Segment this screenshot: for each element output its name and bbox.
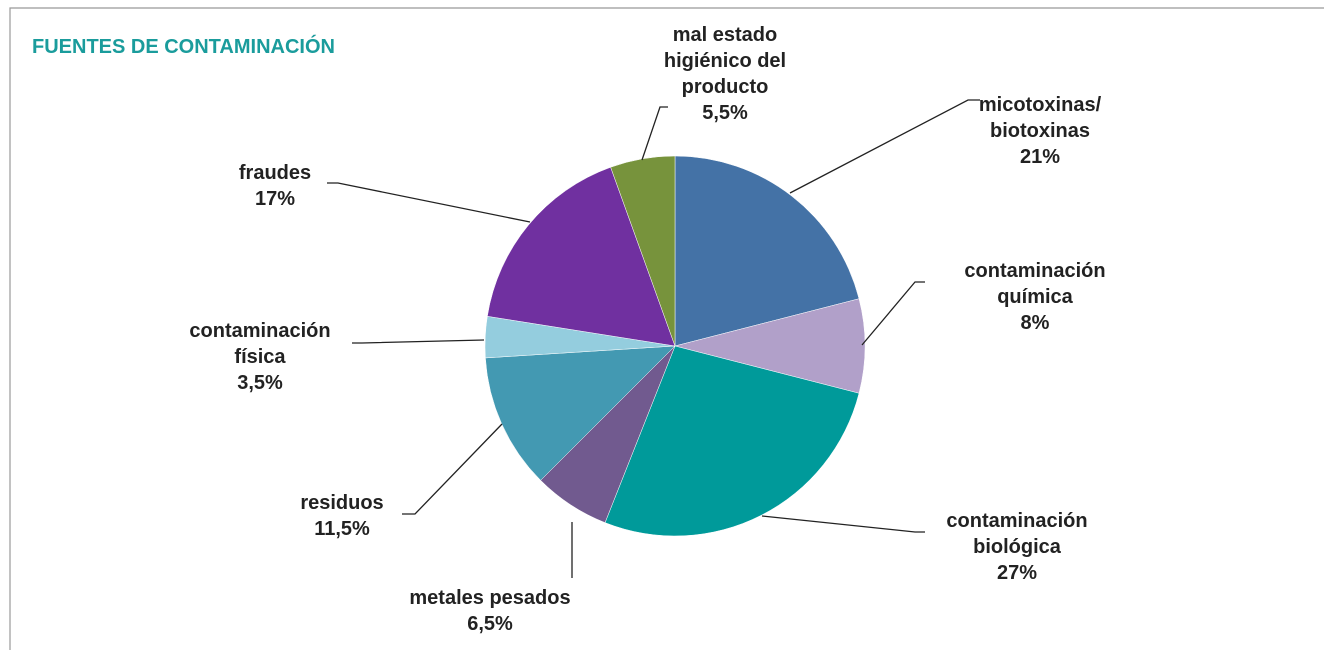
pie-slice [674,155,860,347]
leader-line [352,339,485,344]
leader-line [641,106,668,161]
slice-name: micotoxinas/ biotoxinas [978,94,1102,142]
chart-title: FUENTES DE CONTAMINACIÓN [32,36,335,58]
slice-name: contaminación química [964,260,1106,308]
pie-slice [674,298,866,394]
slice-value: 27% [996,562,1038,584]
data-label: contaminación biológica 27% [946,508,1087,586]
leader-line [327,182,531,223]
slice-name: contaminación biológica [946,510,1088,558]
pie-slice [487,166,676,347]
slice-name: metales pesados [409,587,571,609]
data-label: contaminación química 8% [964,258,1105,336]
leader-line [761,515,925,533]
slice-value: 11,5% [314,518,370,540]
slice-name: fraudes [238,162,312,184]
slice-name: mal estado higiénico del producto [663,24,787,98]
slice-value: 8% [1020,312,1050,334]
slice-value: 21% [1019,146,1061,168]
data-label: micotoxinas/ biotoxinas 21% [979,92,1101,170]
data-label: fraudes 17% [239,160,311,212]
data-label: metales pesados 6,5% [409,585,570,637]
slice-value: 6,5% [467,613,513,635]
data-label: contaminación física 3,5% [189,318,330,396]
data-label: mal estado higiénico del producto 5,5% [664,22,786,126]
leader-line [861,281,925,346]
frame [9,7,1324,650]
leader-line [402,423,503,515]
slice-value: 3,5% [237,372,283,394]
slice-value: 17% [254,188,296,210]
slice-name: contaminación física [189,320,331,368]
slice-value: 5,5% [702,102,748,124]
data-label: residuos 11,5% [300,490,383,542]
leader-line [789,99,980,194]
pie-slice [604,345,860,537]
slice-name: residuos [300,492,384,514]
